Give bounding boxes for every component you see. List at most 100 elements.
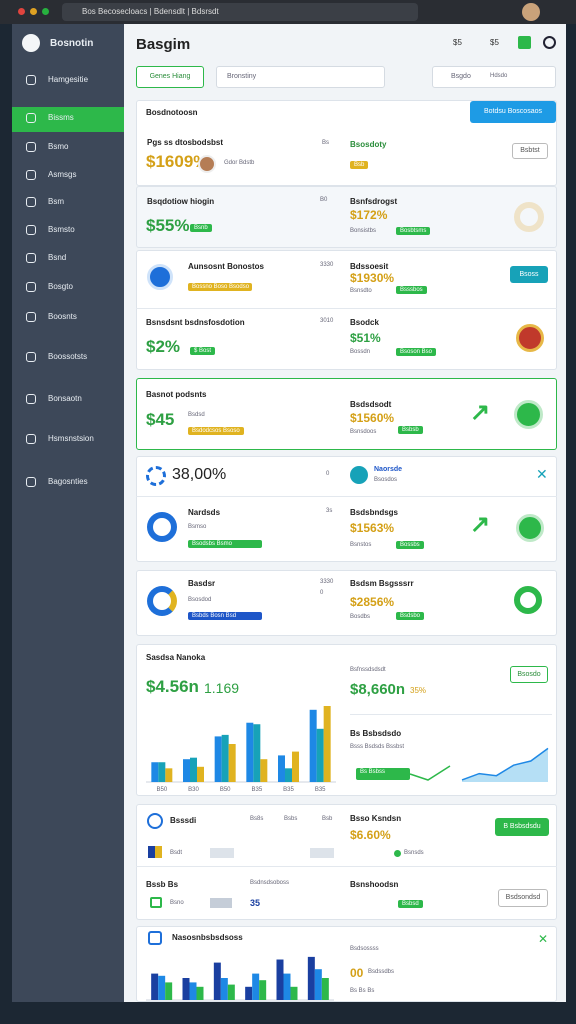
- metric-value: $2%: [146, 337, 181, 356]
- metric-label: Bs Bsbsdsdo: [350, 729, 402, 738]
- nav-icon: [26, 170, 36, 180]
- status-icon: [514, 586, 542, 614]
- filter-button[interactable]: Genes Hiang: [136, 66, 204, 88]
- bar: [323, 706, 331, 782]
- metric-sub: Bsnsdoos: [350, 429, 377, 435]
- column-label: Bs8s: [250, 816, 264, 822]
- url-text[interactable]: Bos Becosecloacs | Bdensdlt | Bdsrsdt: [82, 7, 219, 16]
- x-tick-label: B35: [315, 787, 326, 793]
- metric-label: Basnot podsnts: [146, 390, 207, 399]
- header-icon: [518, 36, 531, 49]
- nav-item[interactable]: Hamgesitie: [48, 75, 89, 84]
- status-tag: Bsoson Bso: [396, 348, 437, 356]
- metric-code: B0: [320, 197, 328, 203]
- shield-icon: [147, 813, 163, 829]
- metric-value: $1560%: [350, 411, 395, 425]
- bar: [309, 709, 317, 782]
- metric-sub: Bsno: [170, 900, 184, 906]
- metric-value: $55%: [146, 216, 190, 235]
- filter-select[interactable]: Bronstiny: [216, 66, 385, 88]
- card-button[interactable]: Bsbtst: [512, 143, 548, 159]
- close-icon[interactable]: ✕: [536, 466, 548, 482]
- placeholder-bar: [210, 898, 232, 908]
- search-input[interactable]: Bsgdo: [432, 66, 556, 88]
- status-tag: Bosbtsms: [396, 227, 431, 235]
- nav-item[interactable]: Bonsaotn: [48, 394, 82, 403]
- metric-code: 3330: [320, 579, 334, 585]
- card: [136, 926, 557, 1002]
- card-button[interactable]: B Bsbsdsdu: [495, 818, 549, 836]
- nav-item[interactable]: Bagosnties: [48, 477, 88, 486]
- nav-item[interactable]: Boossotsts: [48, 352, 88, 361]
- header-icon-label[interactable]: $5: [490, 38, 499, 47]
- bar: [259, 980, 267, 1000]
- card-button[interactable]: Bsdsondsd: [498, 889, 548, 907]
- bar: [276, 959, 284, 1000]
- metric-code: 35: [250, 898, 261, 908]
- nav-icon: [26, 312, 36, 322]
- bar: [314, 969, 322, 1000]
- status-tag: Bsdodcsos Bsoso: [188, 427, 244, 435]
- metric-value: $45: [146, 410, 175, 429]
- metric-sub: Bsss Bsdsds Bssbst: [350, 744, 405, 750]
- flag-label: Bsdt: [170, 850, 183, 856]
- nav-item[interactable]: Bsm: [48, 197, 64, 206]
- bar: [252, 973, 260, 1000]
- card-title: Sasdsa Nanoka: [146, 653, 206, 662]
- nav-item[interactable]: Bsmsto: [48, 225, 75, 234]
- nav-icon: [26, 142, 36, 152]
- close-icon[interactable]: ✕: [538, 932, 549, 946]
- flag-icon: [148, 846, 162, 858]
- metric-label: Bsnsdsnt bsdnsfosdotion: [146, 318, 245, 327]
- status-dot: [394, 850, 401, 857]
- metric-sub: Bosdbs: [350, 614, 371, 620]
- gear-icon: [146, 466, 166, 486]
- sidebar: [12, 24, 124, 1002]
- card-button[interactable]: Bsoss: [510, 266, 548, 283]
- status-tag: Bsodsbs Bsmo: [188, 540, 262, 548]
- nav-item[interactable]: Hsmsnstsion: [48, 434, 94, 443]
- metric-sub: Bsnstos: [350, 542, 372, 548]
- nav-item[interactable]: Bosgto: [48, 282, 73, 291]
- metric-label: Basdsr: [188, 579, 216, 588]
- metric-value: $1563%: [350, 521, 395, 535]
- status-tag: Bsbsd: [398, 900, 423, 908]
- divider: [350, 714, 552, 715]
- nav-item[interactable]: Bsmo: [48, 142, 69, 151]
- status-tag: Bsssbos: [396, 286, 427, 294]
- bar: [253, 724, 261, 782]
- avatar: [198, 155, 216, 173]
- metric-label: Bsnshoodsn: [350, 880, 399, 889]
- nav-icon: [26, 253, 36, 263]
- nav-item[interactable]: Asmsgs: [48, 170, 77, 179]
- bar: [182, 978, 190, 1000]
- metric-code: Bs: [322, 140, 330, 146]
- card-button[interactable]: Bsosdo: [510, 666, 548, 683]
- trend-arrow: ↗: [470, 399, 491, 426]
- status-tag: Bsb: [350, 161, 369, 169]
- metric-label: Bsnfsdrogst: [350, 197, 398, 206]
- metric-sub: Bsnsds: [404, 850, 424, 856]
- bar: [158, 762, 166, 782]
- metric-label: Pgs ss dtosbodsbst: [147, 138, 224, 147]
- nav-icon: [26, 477, 36, 487]
- active-item-bg: [12, 107, 124, 132]
- hex-icon: [516, 514, 544, 542]
- divider: [136, 496, 557, 497]
- x-tick-label: B35: [283, 787, 294, 793]
- bar: [292, 751, 299, 782]
- nav-icon: [26, 394, 36, 404]
- bar: [189, 982, 197, 1000]
- nav-item[interactable]: Bissms: [48, 113, 74, 122]
- nav-item[interactable]: Boosnts: [48, 312, 77, 321]
- metric-value: $1609%: [146, 152, 209, 171]
- metric-value: 00: [350, 966, 364, 980]
- metric-label: Bsso Ksndsn: [350, 814, 402, 823]
- header-icon-label[interactable]: $5: [453, 38, 462, 47]
- nav-item[interactable]: Bsnd: [48, 253, 67, 262]
- profile-avatar: [522, 3, 540, 21]
- bar: [246, 722, 254, 782]
- action-button[interactable]: Botdsu Boscosaos: [470, 101, 556, 123]
- nav-icon: [26, 75, 36, 85]
